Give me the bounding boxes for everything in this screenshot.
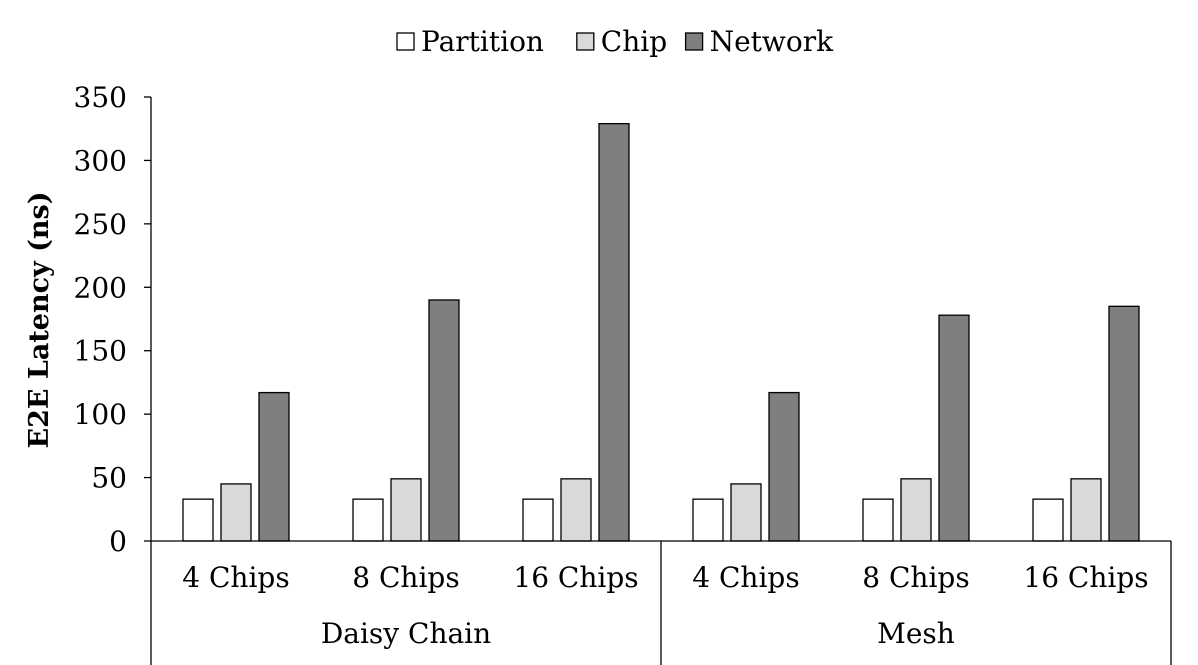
y-tick-label: 100 bbox=[74, 398, 127, 431]
y-tick-label: 150 bbox=[74, 335, 127, 368]
legend-label-network: Network bbox=[710, 25, 835, 58]
legend-swatch-network bbox=[684, 32, 704, 51]
y-tick-label: 350 bbox=[74, 81, 127, 114]
bar-partition bbox=[692, 498, 724, 542]
x-tick-label: 16 Chips bbox=[1023, 561, 1148, 594]
x-tick-label: 4 Chips bbox=[692, 561, 799, 594]
bar-network bbox=[428, 299, 460, 542]
bar-partition bbox=[522, 498, 554, 542]
bar-partition bbox=[182, 498, 214, 542]
bar-chip bbox=[730, 483, 762, 542]
x-tick-label: 4 Chips bbox=[182, 561, 289, 594]
y-tick-label: 300 bbox=[74, 144, 127, 177]
legend-swatch-partition bbox=[396, 32, 415, 51]
y-tick-label: 250 bbox=[74, 208, 127, 241]
group-label: Mesh bbox=[877, 617, 955, 650]
bar-partition bbox=[1032, 498, 1064, 542]
legend-swatch-chip bbox=[576, 32, 595, 51]
bar-partition bbox=[352, 498, 384, 542]
legend: Partition Chip Network bbox=[396, 25, 835, 58]
x-axis: 4 Chips 8 Chips 16 Chips 4 Chips 8 Chips 16 C… bbox=[150, 540, 1172, 665]
bar-chip bbox=[1070, 478, 1102, 542]
y-axis: 0 50 100 150 200 250 300 350 bbox=[74, 81, 152, 558]
bar-network bbox=[598, 122, 630, 542]
x-tick-label: 8 Chips bbox=[352, 561, 459, 594]
bar-chip bbox=[220, 483, 252, 542]
legend-label-partition: Partition bbox=[421, 25, 544, 58]
x-tick-label: 8 Chips bbox=[862, 561, 969, 594]
x-tick-label: 16 Chips bbox=[513, 561, 638, 594]
bar-network bbox=[938, 314, 970, 542]
bar-network bbox=[1108, 305, 1140, 542]
y-tick-label: 50 bbox=[91, 462, 127, 495]
bar-network bbox=[768, 391, 800, 542]
y-tick-label: 0 bbox=[109, 525, 127, 558]
group-label: Daisy Chain bbox=[321, 617, 491, 650]
y-axis-label: E2E Latency (ns) bbox=[24, 191, 55, 448]
legend-label-chip: Chip bbox=[601, 25, 667, 58]
bars bbox=[182, 122, 1140, 542]
bar-chip bbox=[390, 478, 422, 542]
bar-network bbox=[258, 391, 290, 542]
bar-partition bbox=[862, 498, 894, 542]
bar-chip bbox=[900, 478, 932, 542]
bar-chip bbox=[560, 478, 592, 542]
y-tick-label: 200 bbox=[74, 271, 127, 304]
